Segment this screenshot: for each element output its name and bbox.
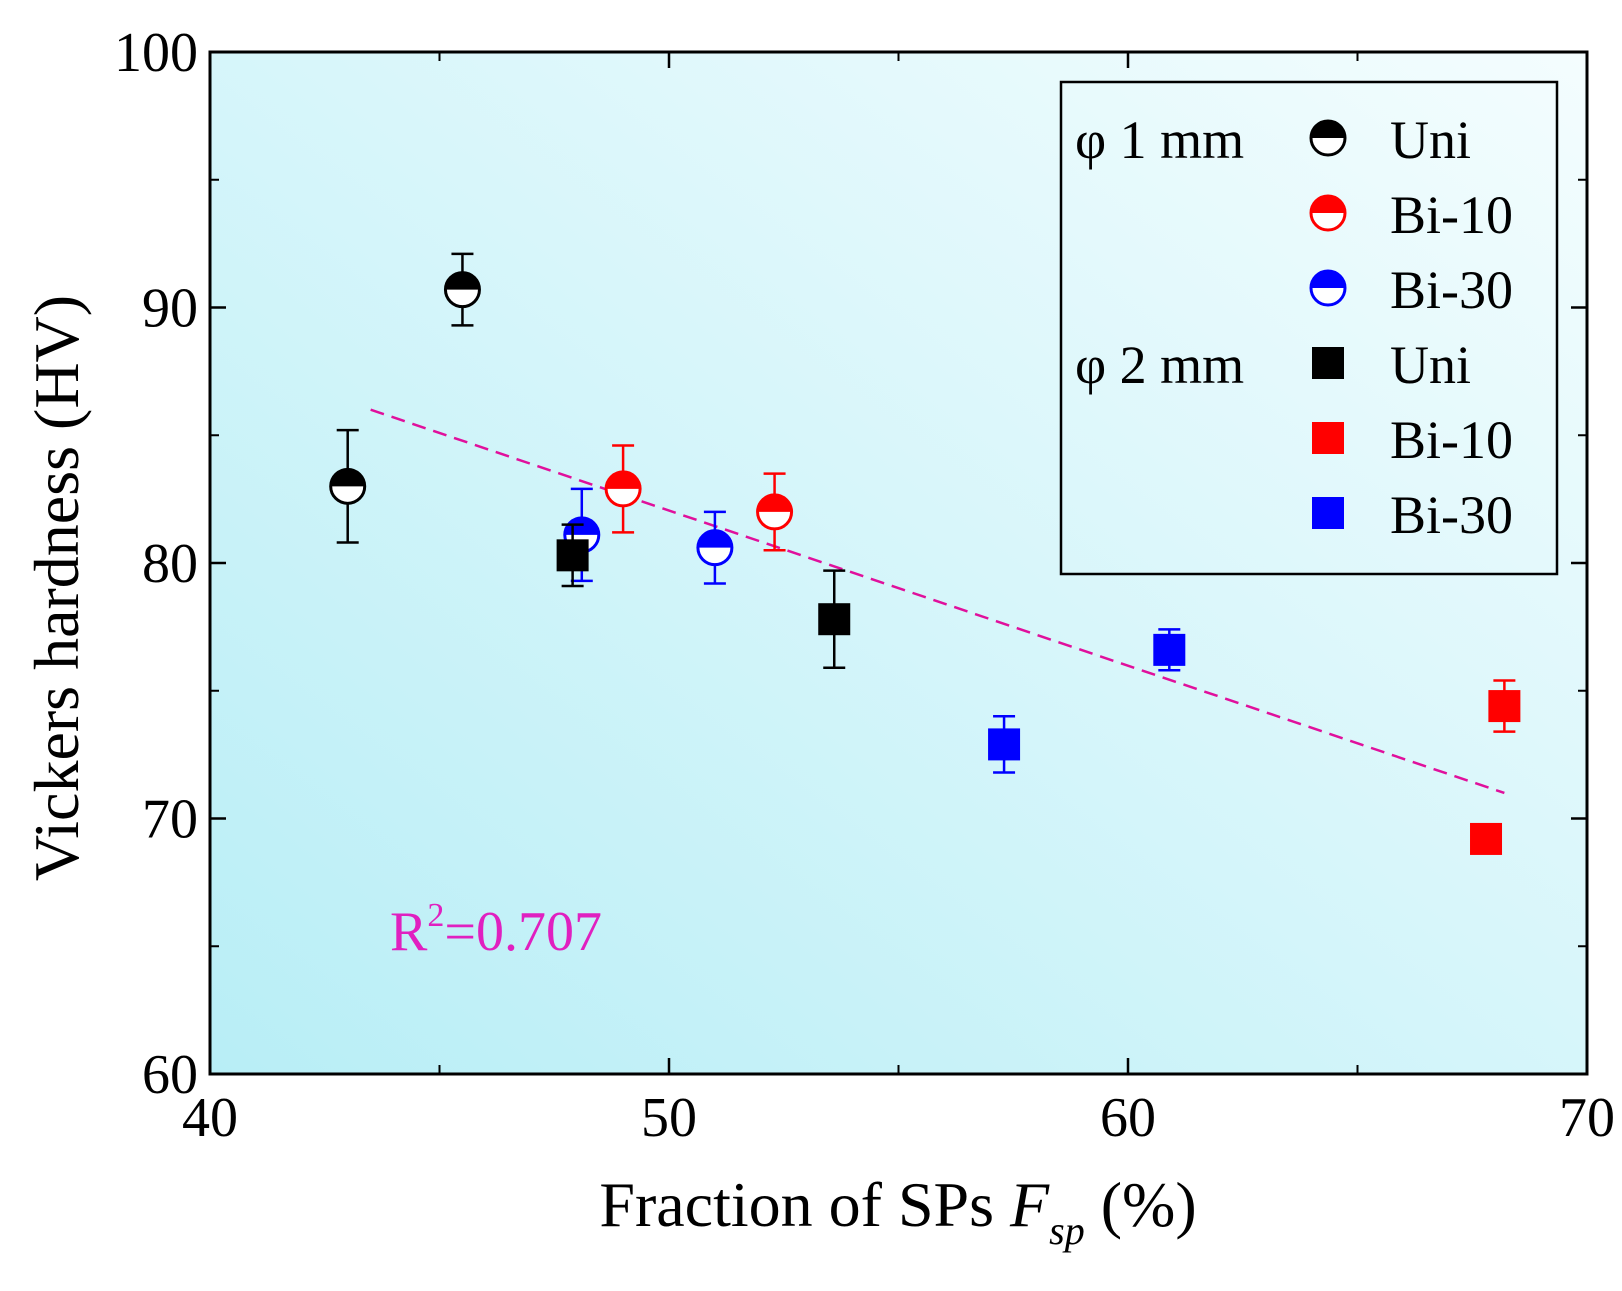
legend-marker-circle — [1309, 269, 1347, 307]
legend-marker-circle — [1309, 194, 1347, 232]
legend-marker-circle-outline — [1309, 269, 1347, 307]
x-axis-label-var: F — [1009, 1169, 1050, 1240]
legend-marker-circle-outline — [1309, 119, 1347, 157]
x-tick-label: 70 — [1559, 1087, 1615, 1149]
legend-entry: Bi-10 — [1312, 410, 1513, 470]
y-tick-label: 70 — [142, 789, 198, 851]
x-axis-label-sub: sp — [1049, 1208, 1085, 1253]
legend-marker-circle-top-half — [1311, 121, 1345, 138]
data-point-circle — [696, 529, 734, 567]
fit-line-layer — [370, 408, 1505, 795]
data-point-circle-top-half — [757, 494, 792, 512]
legend-marker-circle-top-half — [1311, 271, 1345, 288]
y-tick-label: 60 — [142, 1044, 198, 1106]
data-point-square — [556, 539, 589, 572]
legend-label: Bi-10 — [1390, 410, 1513, 470]
data-point-square — [1470, 822, 1503, 855]
legend-entry: Bi-30 — [1309, 260, 1513, 320]
legend-entry: Uni — [1309, 110, 1471, 170]
legend-group-1mm: φ 1 mm — [1075, 110, 1244, 170]
data-point-circle — [756, 493, 794, 531]
x-tick-label: 40 — [182, 1087, 238, 1149]
data-marks-layer — [329, 252, 1521, 855]
data-point-square — [1488, 690, 1521, 723]
data-point-circle-outline — [756, 493, 794, 531]
data-point-circle-top-half — [606, 471, 641, 489]
data-point-circle-outline — [604, 470, 642, 508]
legend: φ 1 mm φ 2 mm Uni Bi-10 Bi-30 Uni Bi-10 Bi-30 — [1059, 80, 1559, 576]
data-point-circle-top-half — [330, 469, 365, 487]
y-tick-label: 100 — [114, 22, 198, 84]
data-point-circle-top-half — [697, 530, 732, 548]
data-point-circle-outline — [696, 529, 734, 567]
data-point-circle-outline — [443, 271, 481, 309]
legend-marker-square — [1312, 422, 1344, 454]
legend-box — [1059, 80, 1559, 576]
legend-label: Bi-30 — [1390, 485, 1513, 545]
r-squared-rest: =0.707 — [444, 901, 602, 963]
legend-marker-circle-top-half — [1311, 196, 1345, 213]
x-axis-label: Fraction of SPs Fsp (%) — [599, 1169, 1196, 1253]
legend-label: Bi-30 — [1390, 260, 1513, 320]
x-axis-label-unit: (%) — [1085, 1169, 1197, 1240]
x-tick-label: 50 — [641, 1087, 697, 1149]
legend-entry: Uni — [1312, 335, 1471, 395]
series-4 — [1470, 679, 1521, 855]
data-point-square — [818, 603, 851, 636]
y-tick-label: 90 — [142, 278, 198, 340]
legend-marker-square — [1312, 497, 1344, 529]
data-point-circle — [329, 467, 367, 505]
axis-ticks: 60 70 80 90 100 40 50 60 70 — [114, 22, 1615, 1149]
legend-marker-circle — [1309, 119, 1347, 157]
series-0 — [329, 252, 481, 544]
plot-area — [210, 52, 1587, 1074]
r-squared-sup: 2 — [427, 897, 444, 934]
legend-label: Uni — [1390, 110, 1471, 170]
legend-group-2mm: φ 2 mm — [1075, 335, 1244, 395]
data-point-circle — [443, 271, 481, 309]
series-5 — [988, 628, 1186, 774]
legend-label: Bi-10 — [1390, 185, 1513, 245]
r-squared-annotation: R2=0.707 — [390, 897, 602, 963]
data-point-circle-outline — [329, 467, 367, 505]
series-3 — [556, 523, 851, 670]
legend-marker-circle-outline — [1309, 194, 1347, 232]
x-axis-label-main: Fraction of SPs — [599, 1169, 1010, 1240]
y-tick-label: 80 — [142, 533, 198, 595]
r-squared-main: R — [390, 901, 428, 963]
data-point-circle — [604, 470, 642, 508]
series-1 — [604, 444, 794, 552]
data-point-square — [1153, 633, 1186, 666]
legend-entry: Bi-30 — [1312, 485, 1513, 545]
data-point-circle-top-half — [445, 272, 480, 290]
legend-label: Uni — [1390, 335, 1471, 395]
legend-entry: Bi-10 — [1309, 185, 1513, 245]
x-tick-label: 60 — [1100, 1087, 1156, 1149]
legend-entries: Uni Bi-10 Bi-30 Uni Bi-10 Bi-30 — [1309, 110, 1513, 545]
fit-line — [370, 408, 1505, 795]
legend-marker-square — [1312, 347, 1344, 379]
y-axis-label: Vickers hardness (HV) — [21, 295, 92, 881]
data-point-square — [988, 728, 1021, 761]
